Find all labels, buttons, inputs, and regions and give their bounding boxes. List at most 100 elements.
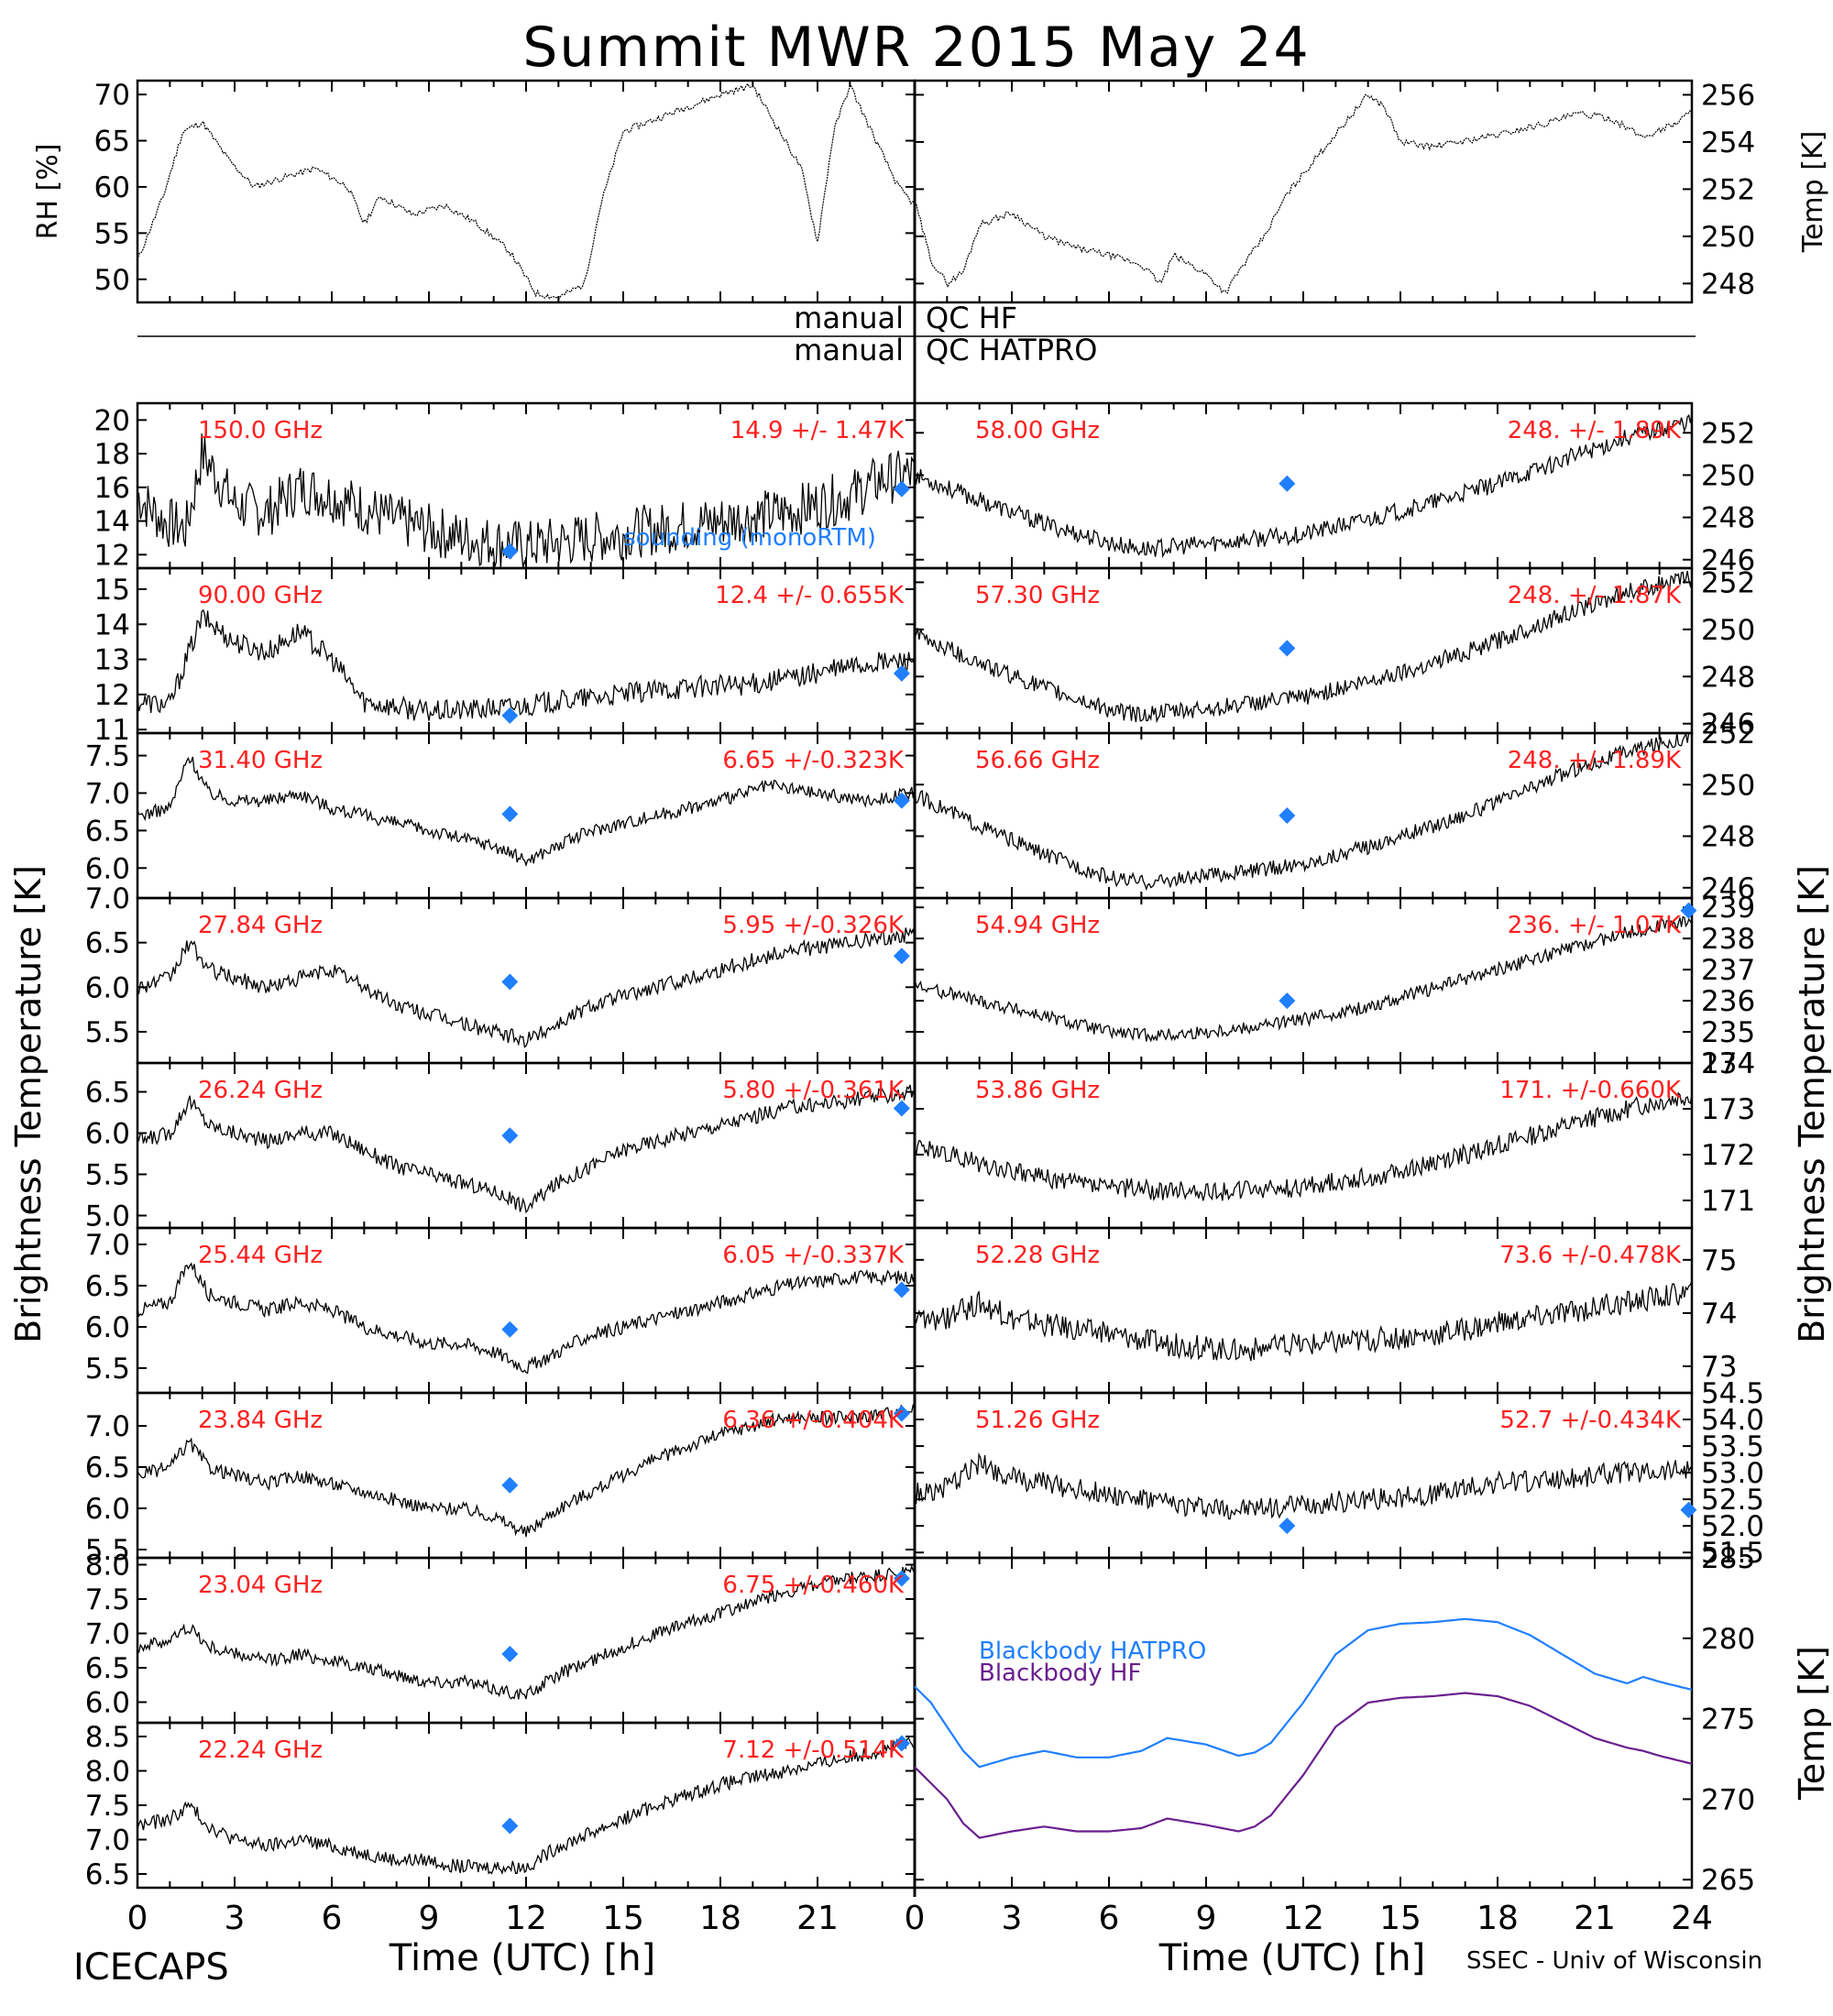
y-tick-label: 6.5 bbox=[85, 1270, 130, 1303]
channel-frequency: 26.24 GHz bbox=[198, 1077, 323, 1104]
y-tick-label: 7.5 bbox=[85, 1583, 130, 1616]
sounding-marker bbox=[893, 1100, 910, 1117]
sounding-marker bbox=[893, 948, 910, 965]
temp-panel-frame bbox=[913, 79, 1694, 304]
channel-stat: 248. +/- 1.89K bbox=[1508, 417, 1682, 444]
left-panel-3: 5.5 6.0 6.5 7.0 27.84 GHz 5.95 +/-0.326K bbox=[85, 882, 916, 1065]
left-panel-7: 6.06.57.07.58.0 23.04 GHz 6.75 +/-0.460K bbox=[85, 1550, 916, 1725]
y-tick-label: 5.0 bbox=[85, 1200, 130, 1233]
rh-panel-trace bbox=[137, 82, 916, 300]
y-tick-label: 6.5 bbox=[85, 1652, 130, 1685]
y-tick-label: 14 bbox=[94, 608, 130, 641]
x-tick-label-right: 24 bbox=[1671, 1900, 1713, 1937]
channel-frequency: 27.84 GHz bbox=[198, 912, 323, 939]
y-tick-label: 250 bbox=[1701, 221, 1755, 254]
rh-panel-ylabel: RH [%] bbox=[32, 144, 64, 240]
y-tick-label: 20 bbox=[94, 404, 130, 437]
y-tick-label: 6.5 bbox=[85, 927, 130, 960]
channel-frequency: 90.00 GHz bbox=[198, 582, 323, 609]
x-tick-label-left: 6 bbox=[322, 1900, 343, 1937]
y-tick-label: 7.0 bbox=[85, 1824, 130, 1857]
y-tick-label: 6.0 bbox=[85, 1493, 130, 1526]
footer-icecaps: ICECAPS bbox=[73, 1946, 229, 1989]
y-tick-label: 7.0 bbox=[85, 777, 130, 810]
x-tick-label-left: 15 bbox=[602, 1900, 644, 1937]
channel-trace bbox=[137, 1404, 915, 1538]
y-tick-label: 252 bbox=[1701, 566, 1755, 599]
sounding-marker bbox=[501, 707, 519, 724]
left-panel-6: 5.5 6.0 6.5 7.0 23.84 GHz 6.36 +/-0.404K bbox=[85, 1391, 916, 1567]
y-tick-label: 65 bbox=[94, 126, 130, 159]
right-panel-5: 73 74 75 52.28 GHz 73.6 +/-0.478K bbox=[913, 1226, 1737, 1395]
channel-stat: 236. +/- 1.07K bbox=[1508, 912, 1682, 939]
x-axis-label-right: Time (UTC) [h] bbox=[1158, 1937, 1425, 1979]
left-panel-8: 6.57.07.58.08.5 22.24 GHz 7.12 +/-0.514K bbox=[85, 1721, 916, 1891]
left-panel-4: 5.0 5.5 6.0 6.5 26.24 GHz 5.80 +/-0.361K bbox=[85, 1061, 916, 1233]
rh-panel-frame bbox=[136, 79, 916, 304]
sounding-marker bbox=[893, 792, 910, 809]
channel-trace bbox=[915, 570, 1692, 724]
channel-frequency: 53.86 GHz bbox=[975, 1077, 1100, 1104]
sounding-marker bbox=[1279, 1517, 1296, 1535]
y-tick-label: 172 bbox=[1701, 1139, 1755, 1172]
x-tick-label-right: 9 bbox=[1196, 1900, 1217, 1937]
x-tick-label-right: 15 bbox=[1379, 1900, 1421, 1937]
blackbody-hf-line bbox=[914, 1692, 1693, 1839]
channel-trace bbox=[137, 1563, 915, 1700]
y-tick-label: 52.0 bbox=[1701, 1510, 1764, 1543]
y-tick-label: 7.0 bbox=[85, 1410, 130, 1443]
y-tick-label: 52.5 bbox=[1701, 1484, 1764, 1517]
temp-panel-trace bbox=[914, 93, 1693, 294]
y-tick-label: 250 bbox=[1701, 459, 1755, 492]
channel-stat: 248. +/- 1.89K bbox=[1508, 747, 1682, 774]
y-tick-label: 8.5 bbox=[85, 1721, 130, 1754]
y-tick-label: 234 bbox=[1701, 1047, 1755, 1080]
y-tick-label: 7.5 bbox=[85, 1790, 130, 1823]
channel-frequency: 51.26 GHz bbox=[975, 1407, 1100, 1434]
y-tick-label: 73 bbox=[1701, 1351, 1737, 1384]
chart-title: Summit MWR 2015 May 24 bbox=[522, 16, 1310, 80]
channel-trace bbox=[137, 1262, 915, 1375]
y-tick-label: 275 bbox=[1701, 1704, 1755, 1737]
y-tick-label: 246 bbox=[1701, 544, 1755, 577]
y-tick-label: 6.0 bbox=[85, 971, 130, 1004]
sounding-marker bbox=[501, 542, 519, 560]
channel-stat: 171. +/-0.660K bbox=[1499, 1077, 1682, 1104]
qc-area: manual QC HF manual QC HATPRO bbox=[137, 301, 1696, 367]
channel-trace bbox=[137, 756, 915, 868]
channel-frequency: 23.84 GHz bbox=[198, 1407, 323, 1434]
qc-manual-hatpro: manual bbox=[794, 333, 904, 367]
right-panel-4: 171 172 173 174 53.86 GHz 171. +/-0.660K bbox=[913, 1047, 1755, 1230]
right-panel-1: 246 248 250 252 57.30 GHz 248. +/- 1.87K bbox=[913, 566, 1755, 741]
sounding-marker bbox=[501, 1646, 519, 1662]
y-tick-label: 55 bbox=[94, 217, 130, 250]
y-tick-label: 6.0 bbox=[85, 1118, 130, 1151]
right-brightness-temperature-label: Brightness Temperature [K] bbox=[1792, 865, 1832, 1343]
y-tick-label: 50 bbox=[94, 264, 130, 297]
y-tick-label: 235 bbox=[1701, 1016, 1755, 1049]
qc-label-hatpro: QC HATPRO bbox=[926, 333, 1097, 367]
y-tick-label: 15 bbox=[94, 574, 130, 607]
channel-trace bbox=[915, 412, 1692, 559]
y-tick-label: 8.0 bbox=[85, 1756, 130, 1789]
channel-frequency: 58.00 GHz bbox=[975, 417, 1100, 444]
y-tick-label: 237 bbox=[1701, 954, 1755, 987]
y-tick-label: 6.0 bbox=[85, 852, 130, 885]
x-tick-label-right: 3 bbox=[1002, 1900, 1023, 1937]
channel-stat: 6.75 +/-0.460K bbox=[722, 1572, 905, 1599]
blackbody-panel: 265 270 275 280 285 Blackbody HATPROBlackbody… bbox=[913, 1542, 1832, 1897]
channel-trace bbox=[137, 608, 915, 721]
y-tick-label: 7.0 bbox=[85, 1229, 130, 1262]
channel-frequency: 56.66 GHz bbox=[975, 747, 1100, 774]
sounding-marker bbox=[1279, 475, 1296, 492]
y-tick-label: 6.0 bbox=[85, 1687, 130, 1720]
channel-frequency: 25.44 GHz bbox=[198, 1242, 323, 1269]
y-tick-label: 74 bbox=[1701, 1298, 1737, 1331]
y-tick-label: 252 bbox=[1701, 417, 1755, 450]
blackbody-hf-legend: Blackbody HF bbox=[979, 1660, 1141, 1687]
